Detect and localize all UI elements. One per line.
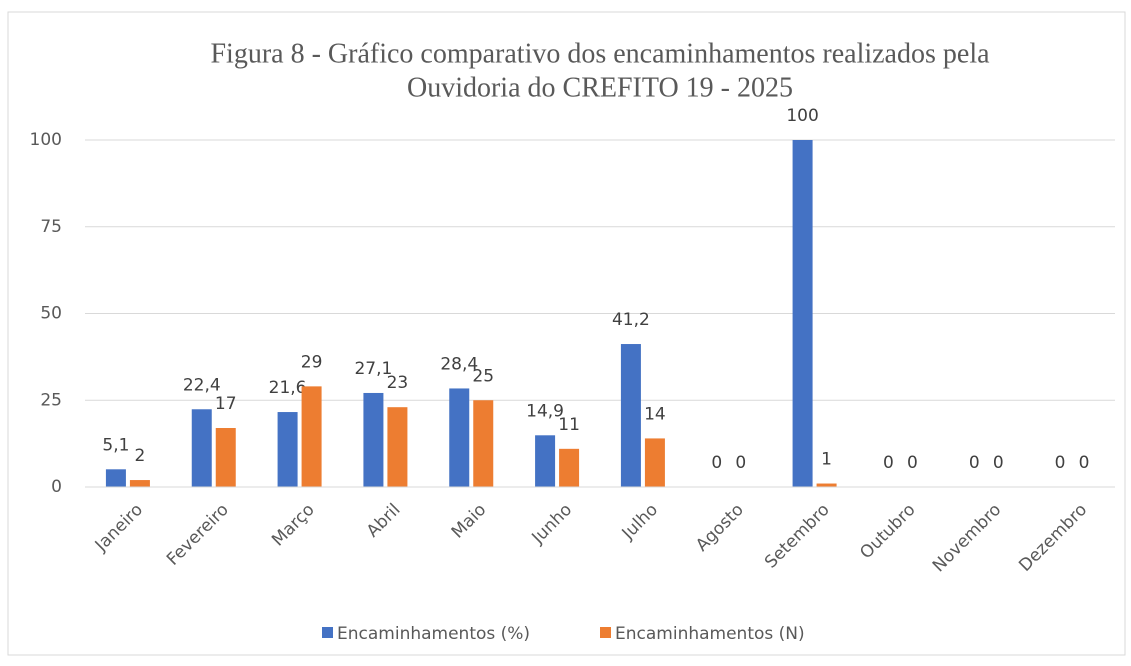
data-label: 14,9 [526,401,564,421]
bar [816,483,837,487]
bar [363,392,384,487]
data-label: 100 [786,106,818,126]
data-label: 2 [135,446,146,466]
data-label: 5,1 [102,435,129,455]
bar [215,428,236,487]
data-label: 29 [301,352,323,372]
bar [644,438,665,487]
bar [105,469,126,487]
legend-label: Encaminhamentos (N) [615,624,805,644]
bar [535,435,556,487]
data-label: 23 [387,373,409,393]
y-tick-label: 100 [30,130,62,150]
data-label: 0 [1055,453,1066,473]
data-label: 1 [821,450,832,470]
data-label: 0 [711,453,722,473]
chart-title: Figura 8 - Gráfico comparativo dos encam… [210,38,990,69]
bar [792,140,813,487]
data-label: 21,6 [269,378,307,398]
bar [129,480,150,487]
data-label: 0 [993,453,1004,473]
data-label: 25 [472,366,494,386]
data-label: 14 [644,404,666,424]
y-tick-label: 50 [40,304,62,324]
legend-swatch [322,627,333,638]
data-label: 0 [735,453,746,473]
data-label: 27,1 [354,359,392,379]
data-label: 28,4 [440,354,478,374]
chart-frame [7,11,1126,656]
bar [449,388,470,487]
bar [277,412,298,487]
data-label: 0 [883,453,894,473]
bar [191,409,212,487]
data-label: 17 [215,394,237,414]
bar [473,400,494,487]
bar [301,386,322,487]
legend-swatch [600,627,611,638]
data-label: 0 [1079,453,1090,473]
data-label: 0 [907,453,918,473]
y-tick-label: 75 [40,217,62,237]
legend-label: Encaminhamentos (%) [337,624,530,644]
data-label: 11 [558,415,580,435]
bar [559,448,580,487]
data-label: 22,4 [183,375,221,395]
data-label: 41,2 [612,310,650,330]
chart-title: Ouvidoria do CREFITO 19 - 2025 [407,72,793,103]
data-label: 0 [969,453,980,473]
bar [620,344,641,487]
bar [387,407,408,487]
y-tick-label: 0 [51,477,62,497]
y-tick-label: 25 [40,390,62,410]
